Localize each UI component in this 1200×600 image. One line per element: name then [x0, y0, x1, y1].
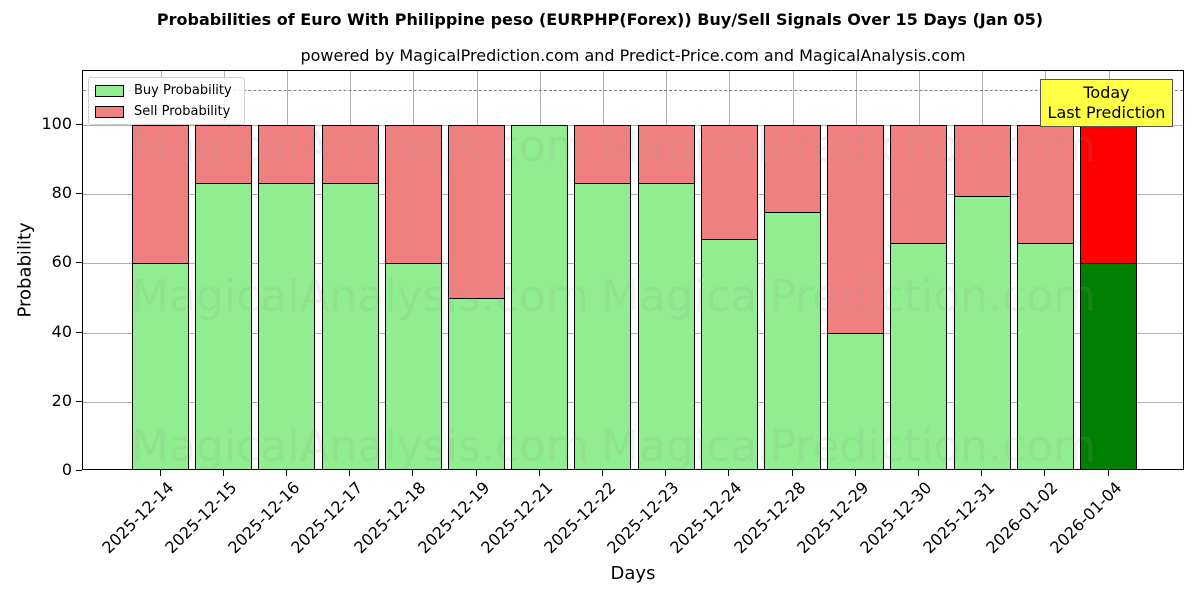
sell-bar — [700, 125, 758, 241]
sell-bar — [258, 125, 316, 184]
grid-line-h — [83, 263, 1183, 265]
legend-item-sell: Sell Probability — [95, 104, 230, 119]
sell-bar — [764, 125, 821, 213]
x-tick-mark — [1044, 470, 1046, 476]
x-tick-mark — [854, 470, 856, 476]
grid-line-h — [83, 125, 1183, 126]
buy-bar — [1016, 242, 1074, 469]
x-tick-mark — [728, 470, 730, 476]
sell-bar — [1016, 125, 1074, 244]
grid-line-h — [83, 332, 1183, 334]
buy-bar — [574, 182, 632, 469]
buy-bar — [890, 242, 948, 469]
sell-bar — [890, 125, 948, 244]
x-axis-title: Days — [610, 563, 656, 584]
y-tick-mark — [76, 331, 82, 333]
buy-bar — [764, 211, 821, 469]
sell-bar — [574, 125, 632, 184]
buy-bar — [827, 332, 885, 469]
sell-bar — [1080, 125, 1137, 265]
y-tick-label: 40 — [51, 321, 72, 341]
x-tick-mark — [538, 470, 540, 476]
grid-line-h — [83, 194, 1183, 196]
x-tick-mark — [285, 470, 287, 476]
y-tick-label: 60 — [51, 252, 72, 272]
sell-bar — [195, 125, 253, 184]
sell-bar — [384, 125, 442, 265]
chart-title: Probabilities of Euro With Philippine pe… — [156, 10, 1044, 29]
x-tick-mark — [981, 470, 983, 476]
sell-bar — [827, 125, 885, 334]
chart-subtitle: powered by MagicalPrediction.com and Pre… — [300, 46, 966, 65]
x-tick-mark — [601, 470, 603, 476]
y-tick-mark — [76, 400, 82, 402]
legend-buy-label: Buy Probability — [134, 83, 232, 98]
legend-item-buy: Buy Probability — [95, 83, 232, 98]
buy-bar — [195, 182, 253, 469]
y-tick-mark — [76, 193, 82, 195]
y-axis-title: Probability — [14, 222, 36, 318]
x-tick-mark — [791, 470, 793, 476]
buy-swatch-icon — [95, 84, 124, 97]
sell-bar — [637, 125, 695, 184]
annotation-line-1: Today — [1083, 83, 1130, 102]
x-tick-mark — [1107, 470, 1109, 476]
today-annotation: Today Last Prediction — [1040, 79, 1173, 127]
y-tick-label: 0 — [61, 460, 72, 479]
buy-bar — [637, 182, 695, 469]
annotation-line-2: Last Prediction — [1047, 103, 1166, 122]
sell-swatch-icon — [95, 105, 124, 118]
x-tick-mark — [917, 470, 919, 476]
y-tick-mark — [76, 124, 82, 125]
y-tick-mark — [76, 262, 82, 264]
y-tick-label: 80 — [51, 183, 72, 203]
sell-bar — [448, 125, 505, 299]
buy-bar — [700, 239, 758, 469]
buy-bar — [321, 182, 379, 469]
y-tick-label: 20 — [51, 390, 72, 410]
x-tick-mark — [412, 470, 414, 476]
buy-bar — [953, 195, 1011, 469]
legend-sell-label: Sell Probability — [134, 104, 231, 119]
plot-area: MagicalAnalysis.comMagicalPrediction.com… — [82, 70, 1184, 470]
sell-bar — [132, 125, 189, 265]
grid-line-h — [83, 401, 1183, 403]
sell-bar — [953, 125, 1011, 197]
y-tick-mark — [76, 470, 82, 471]
buy-bar — [448, 298, 505, 469]
legend: Buy Probability Sell Probability — [88, 77, 245, 125]
x-tick-mark — [475, 470, 477, 476]
buy-bar — [132, 263, 189, 469]
x-tick-mark — [159, 470, 161, 476]
buy-bar — [1080, 263, 1137, 469]
x-tick-mark — [349, 470, 351, 476]
buy-bar — [384, 263, 442, 469]
buy-bar — [511, 125, 569, 469]
reference-line — [83, 90, 1183, 92]
sell-bar — [321, 125, 379, 184]
buy-bar — [258, 182, 316, 469]
y-tick-label: 100 — [41, 114, 72, 133]
x-tick-mark — [665, 470, 667, 476]
x-tick-mark — [222, 470, 224, 476]
